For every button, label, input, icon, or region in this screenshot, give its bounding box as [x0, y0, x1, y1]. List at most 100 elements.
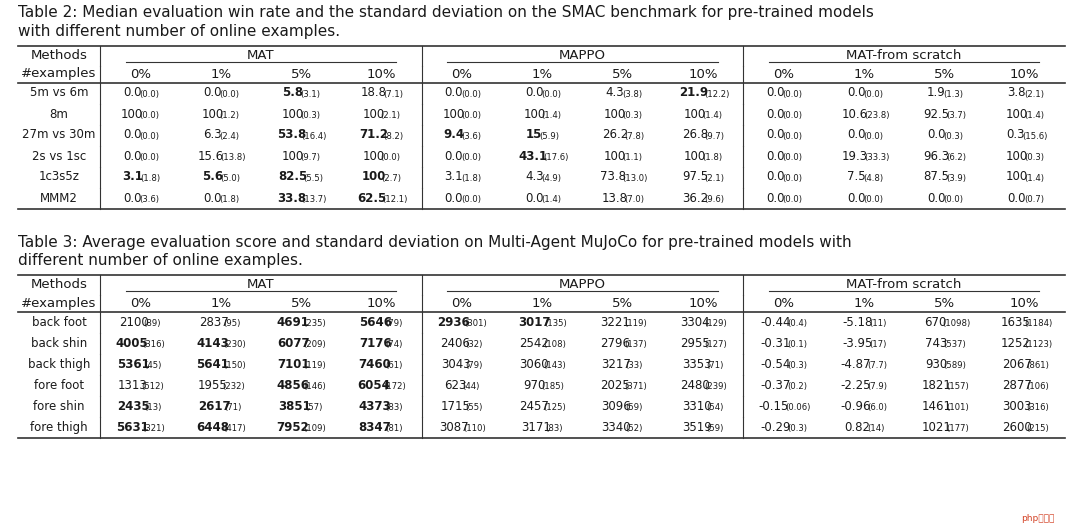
Text: (209): (209)	[303, 340, 326, 349]
Text: 5m vs 6m: 5m vs 6m	[30, 87, 89, 99]
Text: 26.8: 26.8	[683, 129, 708, 141]
Text: (301): (301)	[464, 319, 487, 328]
Text: 2877: 2877	[1002, 379, 1031, 392]
Text: 0.0: 0.0	[767, 170, 785, 184]
Text: -0.31: -0.31	[760, 337, 791, 350]
Text: (2.1): (2.1)	[704, 174, 725, 183]
Text: (13.0): (13.0)	[622, 174, 648, 183]
Text: 3221: 3221	[599, 316, 630, 329]
Text: -0.54: -0.54	[760, 358, 791, 371]
Text: 6077: 6077	[276, 337, 309, 350]
Text: 100: 100	[282, 107, 305, 121]
Text: (74): (74)	[386, 340, 403, 349]
Text: (7.1): (7.1)	[382, 89, 403, 98]
Text: 100: 100	[684, 107, 706, 121]
Text: 0.0: 0.0	[525, 87, 543, 99]
Text: 62.5: 62.5	[357, 191, 387, 205]
Text: (3.6): (3.6)	[461, 132, 482, 141]
Text: (32): (32)	[464, 340, 483, 349]
Text: (11): (11)	[869, 319, 887, 328]
Text: fore foot: fore foot	[33, 379, 84, 392]
Text: (2.4): (2.4)	[219, 132, 240, 141]
Text: 623: 623	[444, 379, 467, 392]
Text: 10%: 10%	[1010, 297, 1040, 310]
Text: (1.2): (1.2)	[219, 111, 240, 120]
Text: (6.0): (6.0)	[867, 403, 888, 412]
Text: (0.0): (0.0)	[783, 89, 802, 98]
Text: 0.0: 0.0	[767, 107, 785, 121]
Text: 3310: 3310	[681, 400, 712, 413]
Text: MAT: MAT	[247, 49, 274, 62]
Text: back shin: back shin	[31, 337, 87, 350]
Text: (14): (14)	[867, 424, 885, 433]
Text: (1184): (1184)	[1025, 319, 1053, 328]
Text: 1313: 1313	[118, 379, 147, 392]
Text: 0.0: 0.0	[927, 191, 946, 205]
Text: (0.0): (0.0)	[783, 174, 802, 183]
Text: (235): (235)	[303, 319, 326, 328]
Text: (0.0): (0.0)	[139, 132, 159, 141]
Text: (0.0): (0.0)	[461, 195, 481, 204]
Text: (0.0): (0.0)	[863, 89, 883, 98]
Text: 100: 100	[443, 107, 465, 121]
Text: (52): (52)	[625, 424, 643, 433]
Text: 2542: 2542	[519, 337, 550, 350]
Text: 3096: 3096	[602, 400, 631, 413]
Text: 10%: 10%	[367, 297, 396, 310]
Text: (71): (71)	[225, 403, 242, 412]
Text: 0.0: 0.0	[123, 191, 141, 205]
Text: (3.1): (3.1)	[300, 89, 321, 98]
Text: #examples: #examples	[22, 68, 97, 80]
Text: (45): (45)	[144, 361, 161, 370]
Text: (5.9): (5.9)	[539, 132, 559, 141]
Text: (0.0): (0.0)	[461, 111, 481, 120]
Text: 5.6: 5.6	[202, 170, 224, 184]
Text: 2025: 2025	[599, 379, 630, 392]
Text: 1955: 1955	[198, 379, 228, 392]
Text: (17.6): (17.6)	[543, 152, 568, 161]
Text: (13.7): (13.7)	[301, 195, 327, 204]
Text: (0.3): (0.3)	[787, 424, 807, 433]
Text: 3.1: 3.1	[445, 170, 463, 184]
Text: (0.0): (0.0)	[944, 195, 963, 204]
Text: 1821: 1821	[921, 379, 951, 392]
Text: (1.8): (1.8)	[219, 195, 240, 204]
Text: (0.0): (0.0)	[863, 195, 883, 204]
Text: (9.7): (9.7)	[704, 132, 725, 141]
Text: 0.0: 0.0	[445, 150, 463, 162]
Text: (0.0): (0.0)	[380, 152, 401, 161]
Text: (109): (109)	[303, 424, 326, 433]
Text: 5%: 5%	[291, 68, 312, 80]
Text: 13.8: 13.8	[602, 191, 627, 205]
Text: (232): (232)	[222, 382, 245, 391]
Text: (89): (89)	[144, 319, 161, 328]
Text: 100: 100	[121, 107, 144, 121]
Text: MMM2: MMM2	[40, 191, 78, 205]
Text: (6.2): (6.2)	[946, 152, 966, 161]
Text: 4.3: 4.3	[606, 87, 624, 99]
Text: 2480: 2480	[680, 379, 710, 392]
Text: 7460: 7460	[359, 358, 391, 371]
Text: 82.5: 82.5	[279, 170, 308, 184]
Text: 0.0: 0.0	[123, 129, 141, 141]
Text: 1%: 1%	[531, 68, 553, 80]
Text: -0.44: -0.44	[760, 316, 791, 329]
Text: (0.3): (0.3)	[944, 132, 963, 141]
Text: 5361: 5361	[118, 358, 150, 371]
Text: (371): (371)	[624, 382, 647, 391]
Text: 2796: 2796	[599, 337, 630, 350]
Text: 3519: 3519	[681, 421, 712, 434]
Text: (101): (101)	[946, 403, 969, 412]
Text: 3087: 3087	[440, 421, 469, 434]
Text: 930: 930	[926, 358, 947, 371]
Text: 5646: 5646	[359, 316, 392, 329]
Text: 3340: 3340	[602, 421, 631, 434]
Text: (0.7): (0.7)	[1024, 195, 1044, 204]
Text: 4856: 4856	[276, 379, 310, 392]
Text: (55): (55)	[464, 403, 483, 412]
Text: 7.5: 7.5	[847, 170, 865, 184]
Text: (0.0): (0.0)	[541, 89, 562, 98]
Text: (110): (110)	[463, 424, 486, 433]
Text: (0.0): (0.0)	[783, 195, 802, 204]
Text: 1252: 1252	[1000, 337, 1030, 350]
